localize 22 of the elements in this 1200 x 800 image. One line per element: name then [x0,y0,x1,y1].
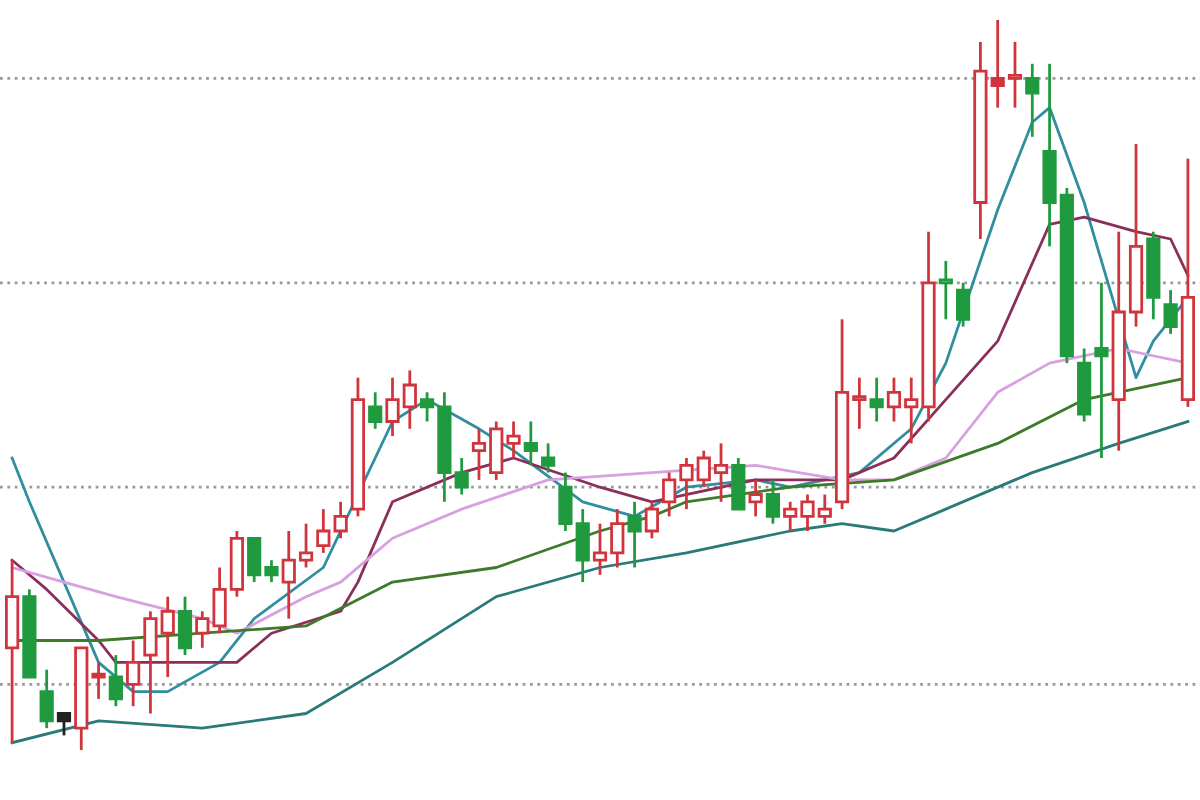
candlestick [1094,281,1109,460]
candlestick [195,609,210,650]
candlestick [368,390,383,431]
candlestick [869,376,884,423]
candlestick [644,500,659,540]
candlestick [973,40,988,241]
candlestick [541,442,556,474]
candlestick [1025,62,1040,139]
candlestick [333,500,348,540]
candlestick [316,507,331,555]
candlestick [5,558,20,745]
candlestick [748,478,763,518]
candlestick [523,420,538,467]
candlestick [956,281,971,328]
candlestick [1163,288,1178,336]
candlestick [627,500,642,569]
candlestick [1146,230,1161,321]
candlestick [454,456,469,496]
candlestick [39,668,54,730]
candlestick [1077,347,1092,423]
candlestick [108,653,123,708]
candlestick [126,639,141,708]
